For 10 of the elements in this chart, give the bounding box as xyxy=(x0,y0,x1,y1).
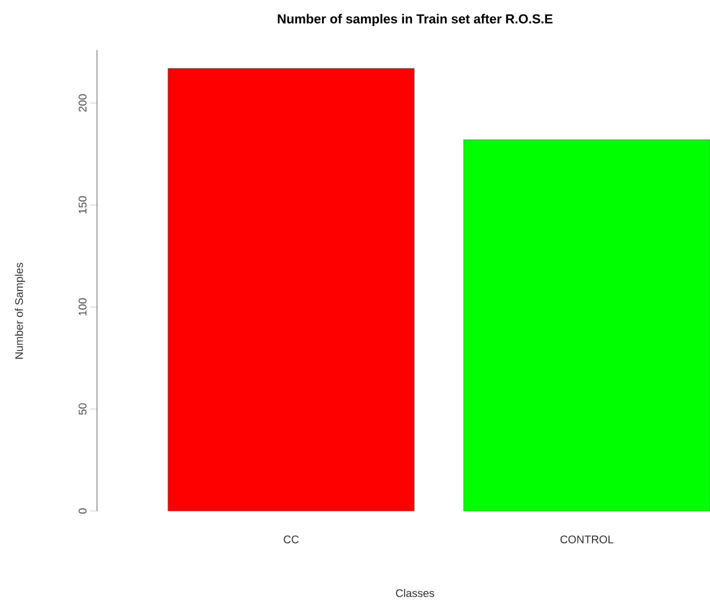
y-tick-label: 100 xyxy=(78,298,86,316)
x-tick-label: CONTROL xyxy=(560,536,614,544)
x-axis-title: Classes xyxy=(396,588,434,598)
y-tick-label: 150 xyxy=(78,196,86,214)
y-tick-label: 0 xyxy=(78,508,86,514)
chart-title: Number of samples in Train set after R.O.S.E xyxy=(278,14,552,26)
x-tick-label: CC xyxy=(284,536,299,544)
y-axis-title: Number of Samples xyxy=(14,262,26,359)
y-tick-label: 200 xyxy=(78,94,86,112)
y-tick-label: 50 xyxy=(78,403,86,415)
